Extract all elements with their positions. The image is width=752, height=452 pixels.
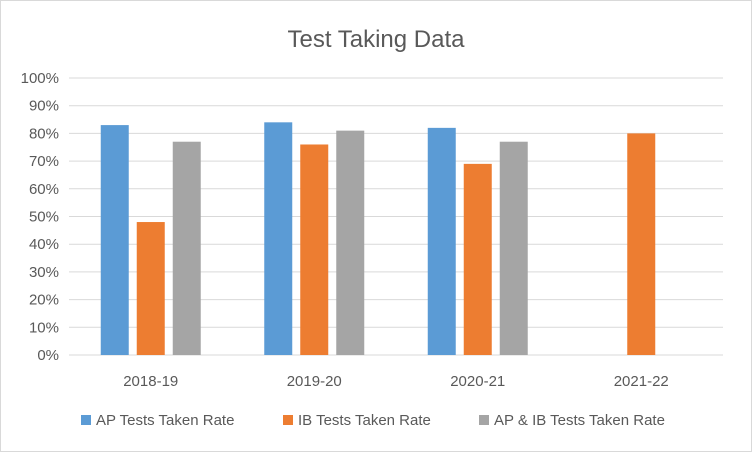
bar-ib-2019-20 (300, 144, 329, 355)
y-tick-label: 30% (29, 264, 59, 281)
y-tick-label: 80% (29, 125, 59, 142)
x-tick-label: 2021-22 (614, 373, 669, 390)
bar-ap-ib-2018-19 (172, 141, 201, 355)
gridlines (69, 77, 723, 356)
chart-title: Test Taking Data (288, 26, 466, 53)
y-tick-label: 20% (29, 292, 59, 309)
legend-label: AP Tests Taken Rate (96, 412, 234, 429)
y-axis-ticks: 0% 10% 20% 30% 40% 50% 60% 70% 80% 90% 100% (21, 70, 59, 364)
bar-ap-2019-20 (264, 122, 293, 355)
legend-label: IB Tests Taken Rate (298, 412, 431, 429)
x-axis-ticks: 2018-19 2019-20 2020-21 2021-22 (123, 373, 669, 390)
y-tick-label: 50% (29, 209, 59, 226)
bars (100, 122, 656, 355)
y-tick-label: 10% (29, 319, 59, 336)
bar-ap-ib-2019-20 (336, 130, 365, 355)
legend-swatch (479, 415, 489, 425)
legend: AP Tests Taken Rate IB Tests Taken Rate AP… (81, 412, 665, 429)
bar-ap-2018-19 (100, 125, 129, 355)
y-tick-label: 70% (29, 153, 59, 170)
bar-ib-2020-21 (463, 163, 492, 355)
bar-ap-2020-21 (427, 127, 456, 355)
bar-ap-ib-2020-21 (499, 141, 528, 355)
x-tick-label: 2019-20 (287, 373, 342, 390)
y-tick-label: 90% (29, 98, 59, 115)
y-tick-label: 40% (29, 236, 59, 253)
y-tick-label: 0% (37, 347, 59, 364)
bar-ib-2018-19 (136, 222, 165, 355)
x-tick-label: 2020-21 (450, 373, 505, 390)
y-tick-label: 60% (29, 181, 59, 198)
x-tick-label: 2018-19 (123, 373, 178, 390)
legend-label: AP & IB Tests Taken Rate (494, 412, 665, 429)
bar-ib-2021-22 (627, 133, 656, 355)
y-tick-label: 100% (21, 70, 59, 87)
legend-swatch (81, 415, 91, 425)
legend-swatch (283, 415, 293, 425)
